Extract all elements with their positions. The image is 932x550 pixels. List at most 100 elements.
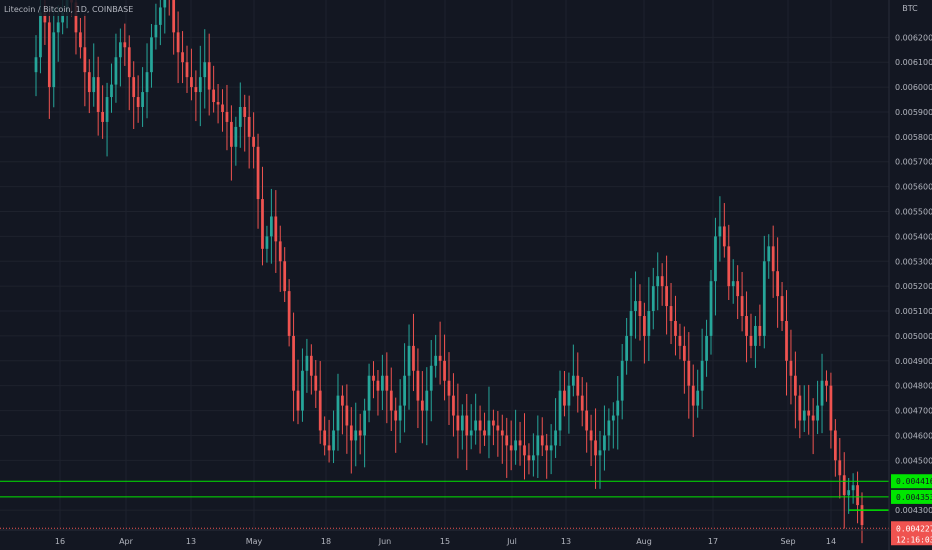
candle	[118, 28, 122, 87]
candle	[851, 473, 855, 504]
candle-body	[398, 405, 402, 421]
candle-body	[571, 375, 575, 386]
candle-body	[696, 390, 700, 406]
x-tick-label: 15	[440, 537, 450, 546]
y-tick-label: 0.005600	[895, 183, 932, 192]
candle-body	[243, 106, 247, 117]
candle-body	[274, 216, 278, 242]
candle	[74, 0, 78, 55]
candle-body	[536, 435, 540, 456]
candle-body	[833, 430, 837, 461]
candle-body	[198, 77, 202, 93]
candle	[327, 419, 331, 463]
candle-body	[145, 72, 149, 93]
candle	[833, 419, 837, 477]
candle-body	[531, 455, 535, 461]
candle-body	[61, 12, 65, 23]
candle-body	[287, 291, 291, 336]
candle-body	[429, 365, 433, 391]
candle-body	[643, 316, 646, 336]
candle	[856, 471, 859, 524]
candle-body	[754, 325, 757, 346]
candle	[771, 225, 775, 298]
candle	[496, 410, 500, 457]
candle-body	[283, 261, 287, 292]
candle-body	[856, 485, 859, 506]
y-tick-label: 0.004700	[895, 407, 932, 416]
candle	[660, 263, 664, 306]
candle	[705, 319, 708, 377]
candle	[611, 402, 615, 449]
candle-body	[492, 420, 495, 426]
time-axis-ticks[interactable]: 16 Apr 13 May 18 Jun 15 Jul 13 Aug 17 Sep 14	[55, 537, 836, 546]
candle-body	[96, 77, 100, 112]
candle-body	[802, 410, 806, 421]
candle	[469, 404, 473, 450]
candle	[754, 316, 757, 368]
candle-body	[660, 276, 664, 287]
candle	[483, 412, 486, 446]
candle	[420, 371, 424, 444]
price-axis[interactable]	[890, 0, 932, 530]
candle	[678, 323, 682, 360]
candle-body	[634, 301, 637, 312]
candle	[452, 373, 455, 437]
candle-body	[505, 435, 509, 446]
y-tick-label: 0.005100	[895, 307, 932, 316]
candle-body	[789, 360, 793, 376]
candle-body	[469, 430, 473, 436]
candle	[323, 416, 327, 456]
candle	[816, 380, 819, 435]
candle	[52, 7, 56, 108]
candle-body	[34, 57, 38, 73]
candle-body	[203, 62, 207, 78]
candle-body	[105, 97, 109, 122]
candle-body	[385, 375, 389, 391]
candle-body	[261, 199, 264, 249]
candle	[283, 247, 287, 303]
candle	[292, 312, 295, 422]
candle	[372, 361, 375, 399]
price-badges: 0.004416 0.004353 0.004227 12:16:03	[891, 474, 932, 546]
candle-body	[163, 0, 167, 8]
candle-body	[549, 445, 553, 451]
candle-body	[234, 126, 238, 147]
candle	[638, 284, 642, 341]
candle-body	[56, 22, 60, 33]
candle	[545, 433, 549, 479]
candle-body	[625, 335, 629, 361]
candle	[789, 329, 793, 405]
candle-body	[785, 320, 788, 361]
candle	[727, 224, 731, 300]
candle	[278, 225, 282, 292]
candle	[407, 324, 411, 410]
candle	[309, 344, 313, 395]
candle	[745, 291, 748, 363]
x-tick-label: 13	[186, 537, 196, 546]
candle-body	[83, 47, 87, 73]
candle	[598, 430, 602, 489]
candle-body	[807, 410, 811, 416]
candle	[589, 414, 593, 467]
candle	[247, 95, 251, 169]
candle-body	[252, 136, 255, 147]
y-tick-label: 0.005400	[895, 232, 932, 241]
candle	[487, 386, 491, 459]
candle-body	[181, 52, 184, 63]
candle-body	[825, 380, 828, 386]
candle-body	[709, 281, 713, 336]
candle-body	[656, 276, 660, 287]
candle-body	[207, 62, 211, 90]
candle	[447, 352, 451, 426]
candle	[150, 23, 153, 88]
candle	[700, 328, 704, 410]
candle	[376, 370, 380, 416]
candle	[767, 234, 771, 279]
candle	[123, 23, 127, 66]
y-tick-label: 0.004500	[895, 456, 932, 465]
x-tick-label: Sep	[780, 537, 795, 546]
candle	[465, 393, 469, 471]
candle	[314, 360, 318, 408]
